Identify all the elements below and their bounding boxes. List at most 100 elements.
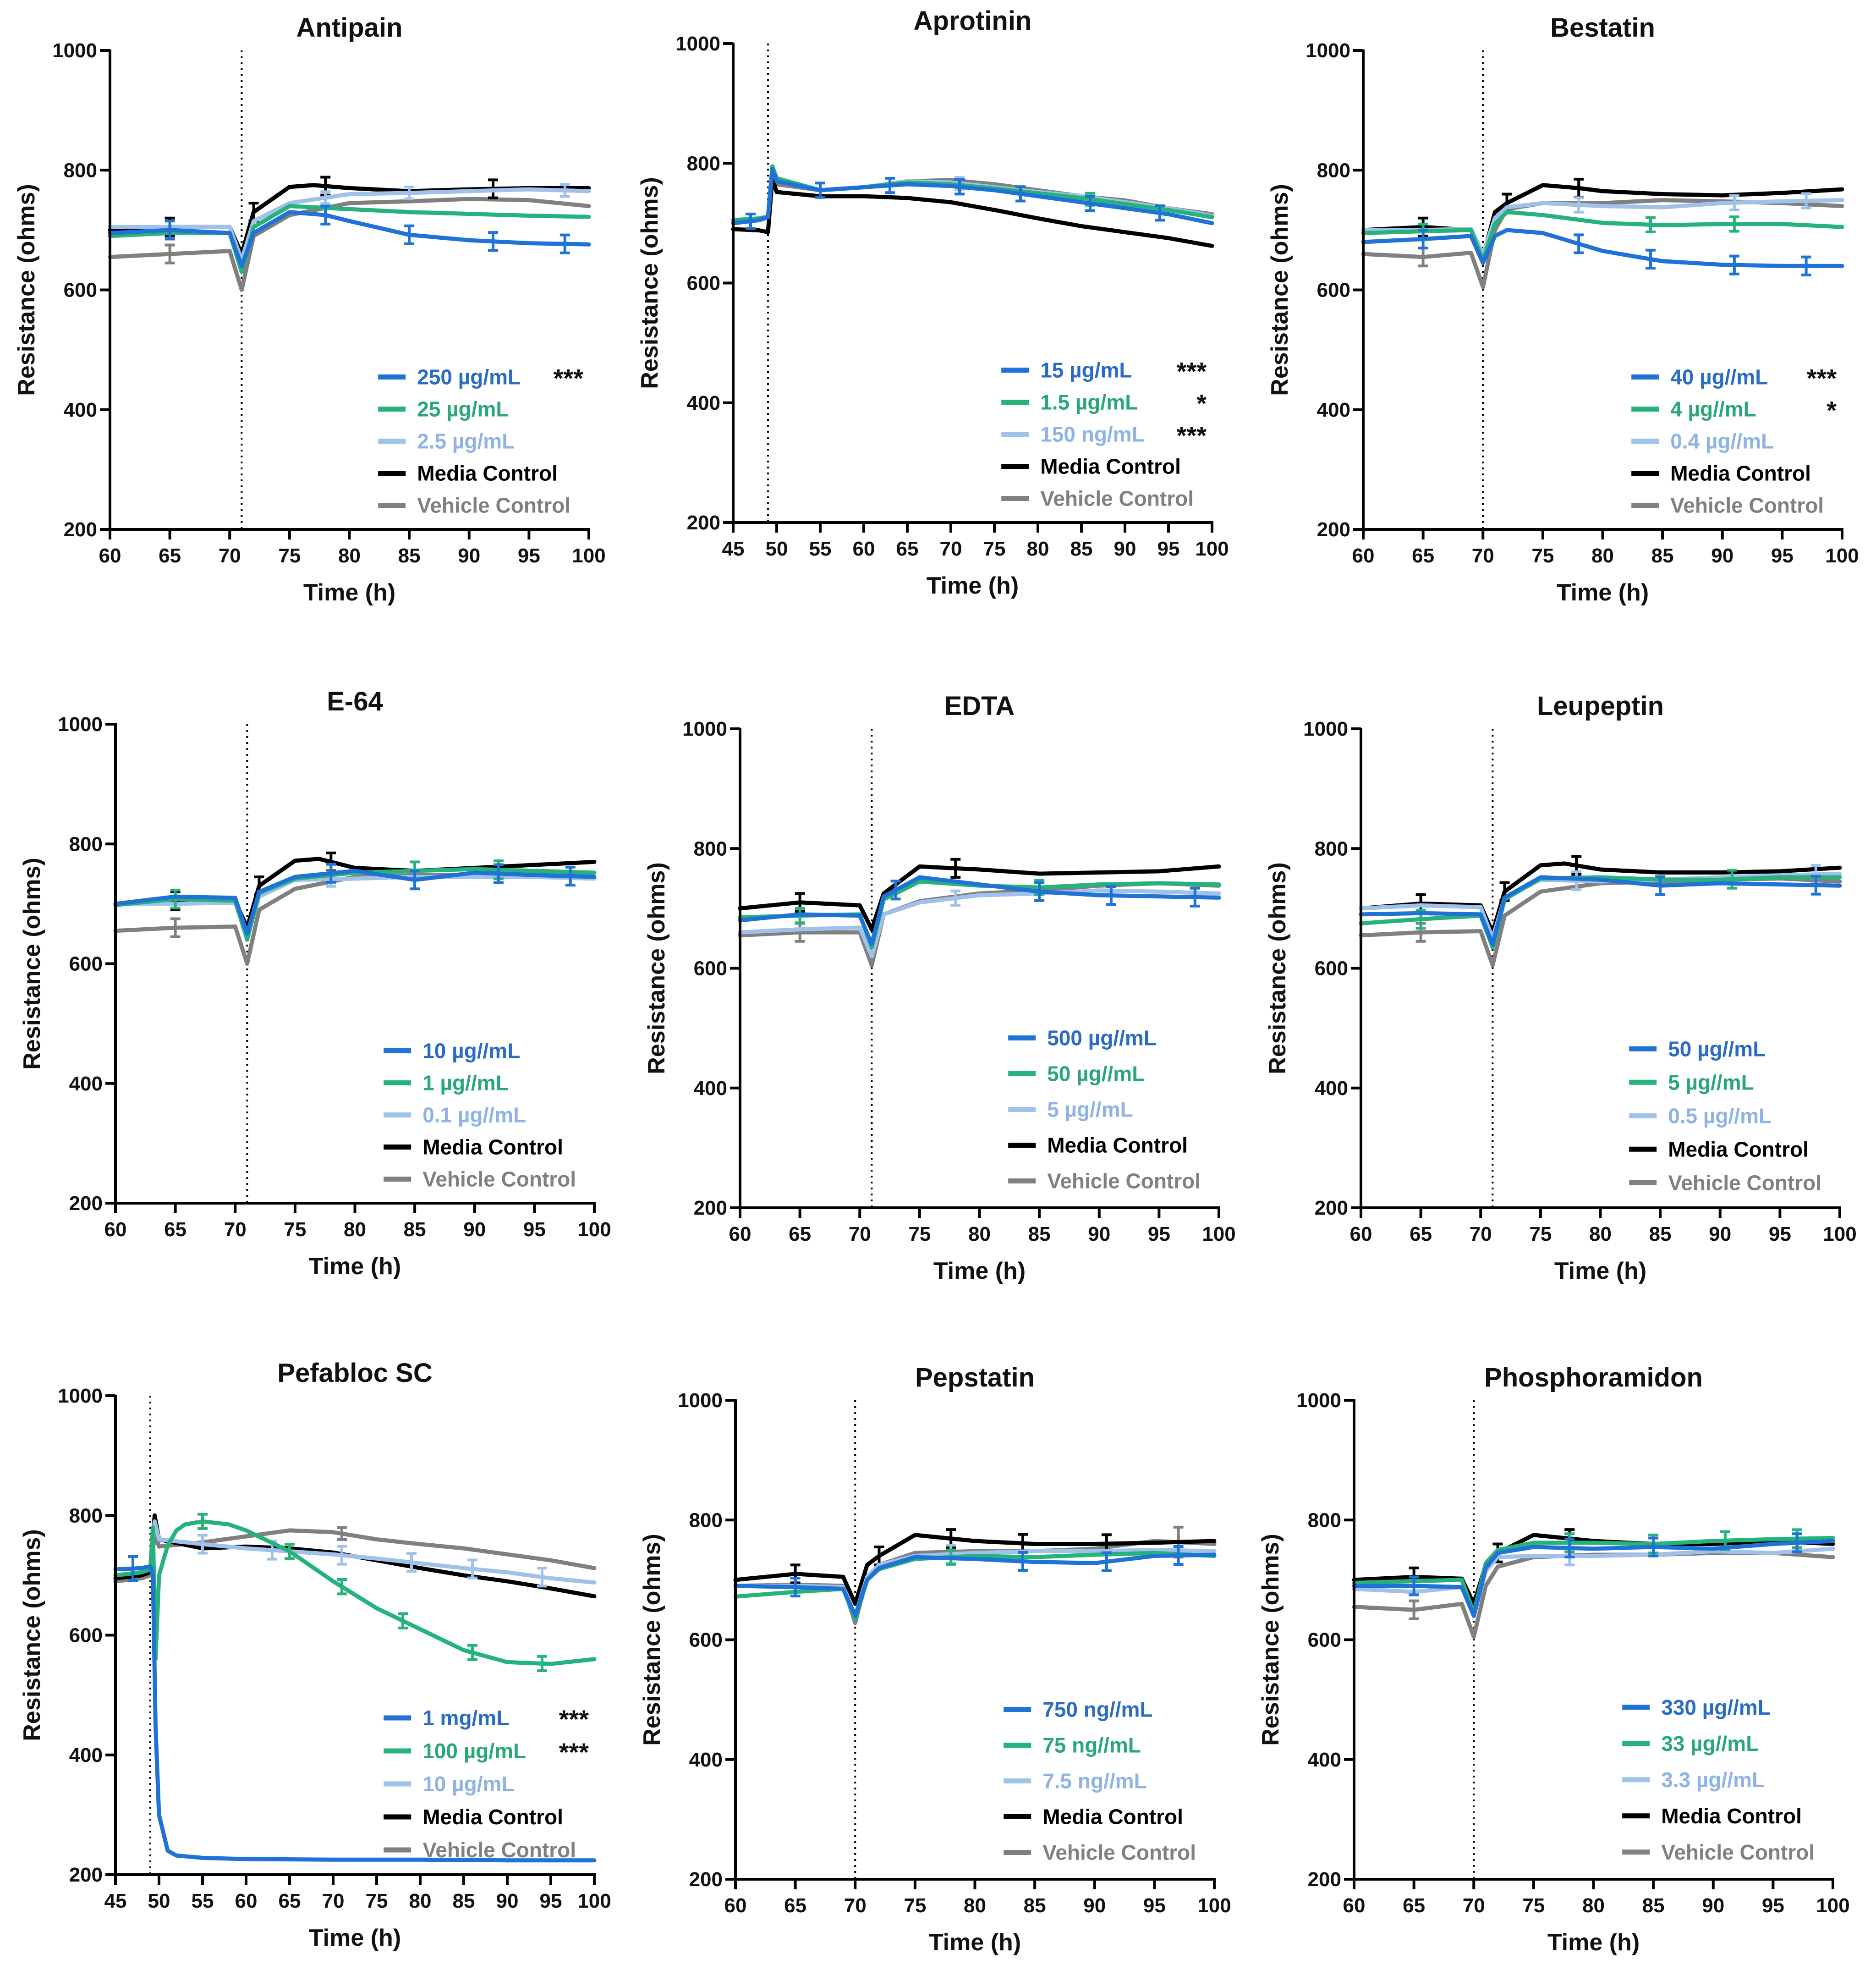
- x-tick-label: 60: [724, 1894, 747, 1917]
- y-tick-label: 600: [694, 957, 727, 980]
- series-line-330-g-ml: [1352, 1539, 1835, 1618]
- y-tick-label: 400: [69, 1744, 103, 1766]
- y-axis-label: Resistance (ohms): [1257, 1534, 1284, 1745]
- panel-title: Pepstatin: [915, 1363, 1035, 1392]
- significance-marker: ***: [559, 1705, 589, 1733]
- series-line-250-g-ml: [108, 210, 591, 268]
- y-tick-label: 600: [69, 1624, 103, 1647]
- legend-label: 1 mg/mL: [422, 1706, 509, 1730]
- y-axis-label: Resistance (ohms): [19, 1529, 45, 1741]
- x-tick-label: 55: [809, 538, 832, 560]
- y-tick-label: 800: [1317, 159, 1350, 182]
- y-tick-label: 1000: [52, 39, 97, 62]
- legend-label: 0.1 µg//mL: [422, 1103, 526, 1127]
- panel-leupeptin: Leupeptin 200 400 600 800 1000 60 65 70 75 80 85 90 9…: [1264, 691, 1857, 1284]
- legend-label: 15 µg/mL: [1040, 358, 1132, 382]
- y-tick-label: 200: [64, 518, 97, 541]
- y-tick-label: 800: [687, 152, 720, 175]
- significance-marker: ***: [1807, 364, 1837, 393]
- error-bar: [320, 204, 331, 226]
- error-bar: [404, 185, 415, 200]
- legend-label: Media Control: [422, 1135, 563, 1159]
- x-tick-label: 90: [1088, 1223, 1110, 1245]
- x-tick-label: 100: [572, 545, 605, 567]
- y-tick-label: 600: [1315, 957, 1348, 980]
- series-line-vehicle-control: [1359, 876, 1842, 968]
- x-tick-label: 75: [1531, 545, 1554, 567]
- series-line-4-g-ml: [1361, 210, 1844, 262]
- x-tick-label: 70: [940, 538, 962, 560]
- series-line-33-g-ml: [1352, 1535, 1835, 1615]
- legend-label: Media Control: [1670, 462, 1811, 485]
- significance-marker: *: [1196, 389, 1207, 418]
- series-line-25-g-ml: [108, 204, 591, 274]
- panel-edta: EDTA 200 400 600 800 1000 60 65 70 75 80 85 90 95 100 T…: [643, 691, 1236, 1284]
- x-tick-label: 90: [1702, 1894, 1724, 1917]
- x-tick-label: 45: [722, 538, 745, 560]
- y-tick-label: 1000: [58, 713, 103, 736]
- panel-title: Phosphoramidon: [1484, 1363, 1703, 1392]
- legend-label: Media Control: [422, 1805, 563, 1829]
- error-bar: [1574, 233, 1584, 254]
- error-bar: [1655, 875, 1666, 896]
- series-line-vehicle-control: [731, 170, 1214, 226]
- x-tick-label: 80: [964, 1894, 986, 1917]
- error-bar: [1564, 1537, 1575, 1558]
- error-bar: [320, 190, 331, 205]
- legend-label: 75 ng//mL: [1042, 1733, 1141, 1757]
- error-bar: [1101, 1551, 1112, 1572]
- error-bar: [467, 1644, 477, 1662]
- x-tick-label: 80: [409, 1890, 432, 1912]
- legend-label: 0.4 µg//mL: [1670, 429, 1774, 453]
- x-tick-label: 80: [1591, 545, 1614, 567]
- series-line-10-g-ml: [113, 869, 597, 936]
- x-tick-label: 70: [219, 545, 241, 567]
- significance-marker: ***: [554, 364, 584, 393]
- error-bar: [1729, 215, 1739, 233]
- x-tick-label: 50: [766, 538, 788, 560]
- series-line-750-ng-ml: [733, 1552, 1217, 1618]
- error-bar: [165, 220, 175, 241]
- error-bar: [398, 1612, 408, 1629]
- y-tick-label: 200: [1317, 518, 1350, 541]
- series-group: [113, 1513, 597, 1863]
- panel-title: Bestatin: [1550, 13, 1655, 43]
- x-tick-label: 95: [1148, 1223, 1170, 1245]
- x-tick-label: 80: [1582, 1894, 1605, 1917]
- x-tick-label: 85: [1642, 1894, 1665, 1917]
- x-tick-label: 65: [896, 538, 919, 560]
- legend-label: Vehicle Control: [417, 494, 570, 517]
- legend-label: 750 ng//mL: [1042, 1698, 1152, 1722]
- error-bar: [128, 1555, 138, 1582]
- x-tick-label: 65: [279, 1890, 301, 1912]
- error-bar: [1173, 1545, 1184, 1566]
- error-bar: [790, 1576, 801, 1598]
- x-axis-label: Time (h): [309, 1925, 401, 1951]
- legend: 1 mg/mL *** 100 µg/mL *** 10 µg/mL Media Cont…: [384, 1705, 589, 1862]
- x-tick-label: 100: [1825, 545, 1859, 567]
- error-bar: [537, 1567, 547, 1588]
- legend-label: 50 µg//mL: [1047, 1062, 1145, 1086]
- error-bar: [467, 1558, 477, 1579]
- y-axis-label: Resistance (ohms): [636, 177, 663, 389]
- error-bar: [488, 231, 498, 252]
- error-bar: [1085, 195, 1095, 212]
- legend-label: 1.5 µg/mL: [1040, 391, 1138, 414]
- series-line-500-g-ml: [738, 875, 1221, 946]
- y-tick-label: 800: [1315, 837, 1348, 860]
- error-bar: [1418, 228, 1428, 250]
- x-axis-label: Time (h): [303, 579, 395, 606]
- series-group: [1359, 855, 1842, 968]
- significance-marker: ***: [1177, 421, 1207, 450]
- panel-aprotinin: Aprotinin 200 400 600 800 1000 45 50 55 60 65 70 75 8…: [636, 6, 1229, 599]
- y-tick-label: 1000: [678, 1389, 723, 1412]
- y-axis-label: Resistance (ohms): [639, 1534, 665, 1745]
- error-bar: [1801, 192, 1811, 209]
- error-bar: [165, 243, 175, 264]
- y-tick-label: 400: [1315, 1077, 1348, 1100]
- series-line-40-g-ml: [1361, 228, 1844, 268]
- x-tick-label: 95: [518, 545, 540, 567]
- legend-label: Vehicle Control: [422, 1167, 576, 1191]
- series-line-media-control: [733, 1533, 1217, 1606]
- y-tick-label: 200: [69, 1192, 103, 1215]
